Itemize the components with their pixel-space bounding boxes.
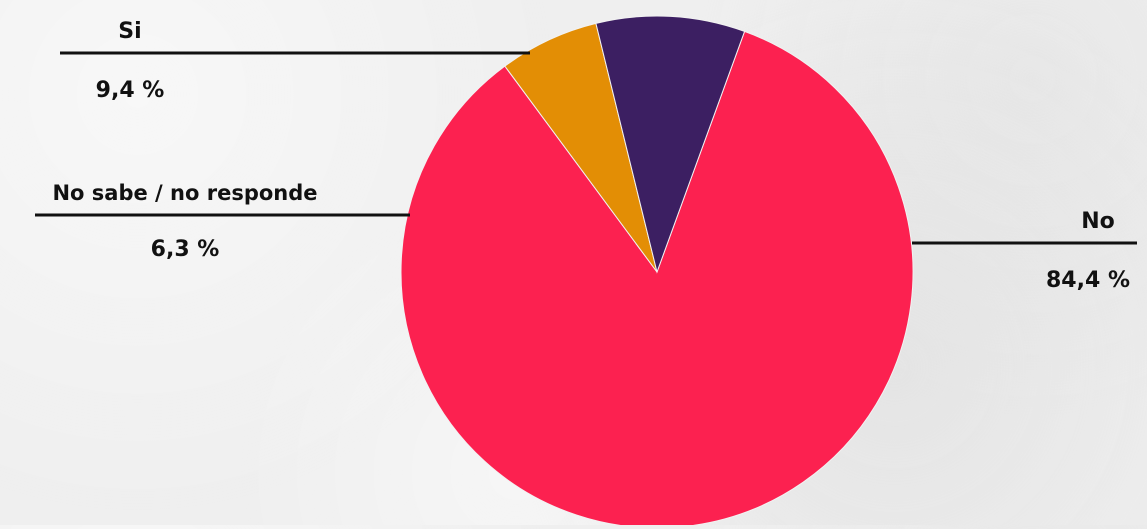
slice-value-no-sabe: 6,3 %: [151, 237, 220, 262]
slice-value-si: 9,4 %: [96, 78, 165, 103]
slice-label-si: Si: [118, 19, 141, 44]
slice-value-no: 84,4 %: [1046, 268, 1130, 293]
pie-slices: [401, 16, 913, 525]
slice-label-no: No: [1081, 209, 1115, 234]
slice-label-no-sabe: No sabe / no responde: [52, 181, 317, 205]
